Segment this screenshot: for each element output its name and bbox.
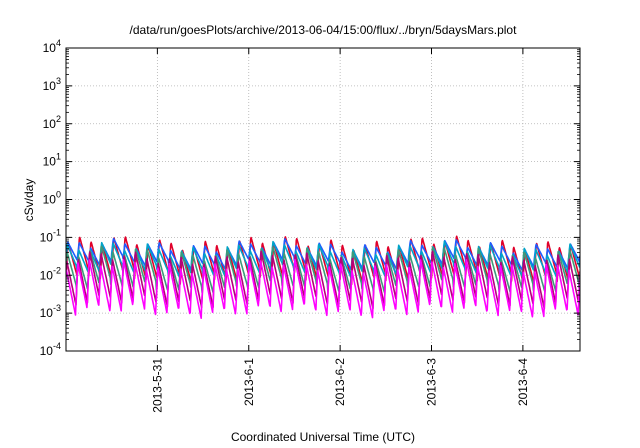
grid	[66, 48, 580, 351]
y-axis-label: cSv/day	[22, 179, 36, 222]
y-tick-labels: 10-4 10-3 10-2 10-1 100 101 102 103 104	[40, 38, 61, 358]
y-tick-label: 101	[43, 152, 61, 169]
x-tick-label: 2013-6-4	[516, 358, 530, 406]
chart-title: /data/run/goesPlots/archive/2013-06-04/1…	[130, 23, 518, 37]
series-group	[66, 235, 580, 319]
x-axis-label: Coordinated Universal Time (UTC)	[231, 430, 415, 444]
y-tick-label: 104	[43, 38, 61, 55]
x-tick-labels: 2013-5-31 2013-6-1 2013-6-2 2013-6-3 2013-6-…	[150, 358, 530, 413]
series-line-2	[66, 237, 580, 272]
x-tick-label: 2013-6-2	[333, 358, 347, 406]
series-line-4	[66, 245, 580, 294]
y-tick-label: 10-4	[40, 341, 61, 358]
y-tick-label: 10-2	[40, 265, 61, 282]
y-tick-label: 103	[43, 76, 61, 93]
y-tick-label: 102	[43, 114, 61, 131]
ticks	[66, 47, 580, 352]
y-tick-label: 10-3	[40, 303, 61, 320]
x-tick-label: 2013-5-31	[150, 358, 164, 413]
y-tick-label: 100	[43, 190, 61, 207]
series-line-5	[66, 250, 580, 310]
x-tick-label: 2013-6-3	[425, 358, 439, 406]
series-line-3	[66, 240, 580, 278]
series-line-6	[66, 258, 580, 319]
y-tick-label: 10-1	[40, 227, 61, 244]
x-tick-label: 2013-6-1	[242, 358, 256, 406]
